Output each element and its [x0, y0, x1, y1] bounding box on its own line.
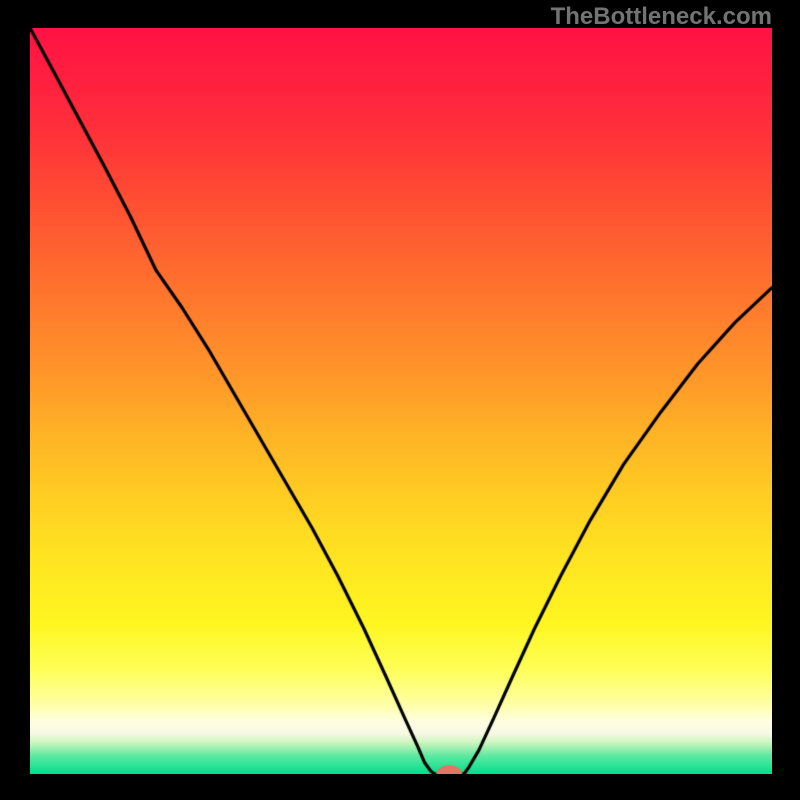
bottleneck-curve-chart — [30, 28, 772, 774]
chart-plot-area — [30, 28, 772, 774]
watermark-label: TheBottleneck.com — [551, 3, 772, 31]
